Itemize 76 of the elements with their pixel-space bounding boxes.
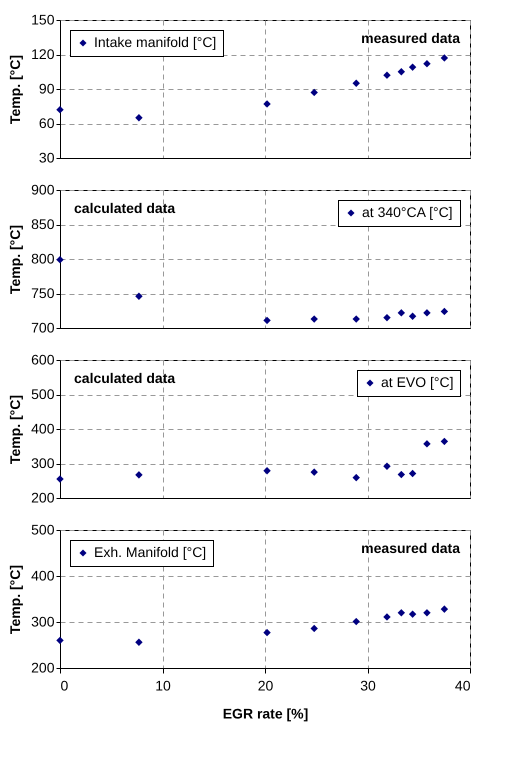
y-tick-label: 600 — [31, 352, 55, 368]
x-tick-label: 20 — [258, 678, 274, 694]
y-tick-label: 120 — [31, 46, 55, 62]
y-tick-label: 200 — [31, 660, 55, 676]
point — [263, 316, 271, 324]
y-tick-label: 900 — [31, 182, 55, 198]
y-tick-label: 500 — [31, 522, 55, 538]
y-tick-label: 400 — [31, 568, 55, 584]
annotation: calculated data — [74, 370, 176, 386]
point — [310, 315, 318, 323]
y-tick-label: 60 — [38, 115, 55, 131]
point — [440, 308, 448, 316]
annotation: measured data — [361, 30, 460, 46]
point — [352, 474, 360, 482]
point — [383, 314, 391, 322]
point — [423, 309, 431, 317]
point — [440, 605, 448, 613]
point — [352, 80, 360, 87]
y-tick-label: 850 — [31, 216, 55, 232]
y-tick-label: 300 — [31, 614, 55, 630]
y-tick-label: 750 — [31, 285, 55, 301]
x-tick-label: 0 — [60, 678, 68, 694]
y-tick-label: 200 — [31, 490, 55, 506]
x-tick-label: 10 — [155, 678, 171, 694]
annotation: measured data — [361, 540, 460, 556]
point — [310, 468, 318, 476]
point — [440, 438, 448, 446]
point — [423, 60, 431, 68]
point — [263, 467, 271, 474]
annotation: calculated data — [74, 200, 176, 216]
y-tick-label: 400 — [31, 420, 55, 436]
point — [135, 292, 143, 300]
point — [423, 609, 431, 617]
y-tick-label: 500 — [31, 386, 55, 402]
point — [310, 624, 318, 632]
point — [263, 628, 271, 636]
point — [135, 471, 143, 479]
legend-label: Exh. Manifold [°C] — [94, 544, 206, 560]
point — [135, 638, 143, 646]
x-tick-label: 30 — [360, 678, 376, 694]
point — [135, 114, 143, 122]
point — [440, 54, 448, 62]
point — [408, 470, 416, 478]
point — [310, 88, 318, 96]
point — [56, 256, 64, 264]
point — [398, 68, 406, 76]
point — [398, 470, 406, 478]
legend-label: at 340°CA [°C] — [362, 204, 453, 220]
point — [398, 309, 406, 317]
y-axis-title: Temp. [°C] — [7, 224, 24, 294]
point — [352, 315, 360, 323]
y-tick-label: 800 — [31, 250, 55, 266]
y-tick-label: 150 — [31, 12, 55, 28]
point — [56, 106, 64, 114]
point — [408, 312, 416, 320]
point — [383, 71, 391, 79]
point — [383, 613, 391, 621]
point — [56, 636, 64, 644]
point — [408, 63, 416, 71]
x-axis-title: EGR rate [%] — [222, 706, 308, 722]
y-tick-label: 30 — [38, 150, 55, 166]
point — [56, 475, 64, 483]
y-axis-title: Temp. [°C] — [7, 394, 24, 464]
point — [263, 100, 271, 108]
y-tick-label: 90 — [38, 80, 55, 96]
point — [398, 609, 406, 617]
x-tick-label: 40 — [454, 678, 471, 694]
legend-label: Intake manifold [°C] — [94, 34, 216, 50]
y-tick-label: 700 — [31, 320, 55, 336]
y-axis-title: Temp. [°C] — [7, 564, 24, 634]
point — [408, 610, 416, 618]
y-tick-label: 300 — [31, 455, 55, 471]
point — [423, 440, 431, 448]
legend-label: at EVO [°C] — [381, 374, 454, 390]
point — [352, 618, 360, 626]
y-axis-title: Temp. [°C] — [7, 54, 24, 124]
